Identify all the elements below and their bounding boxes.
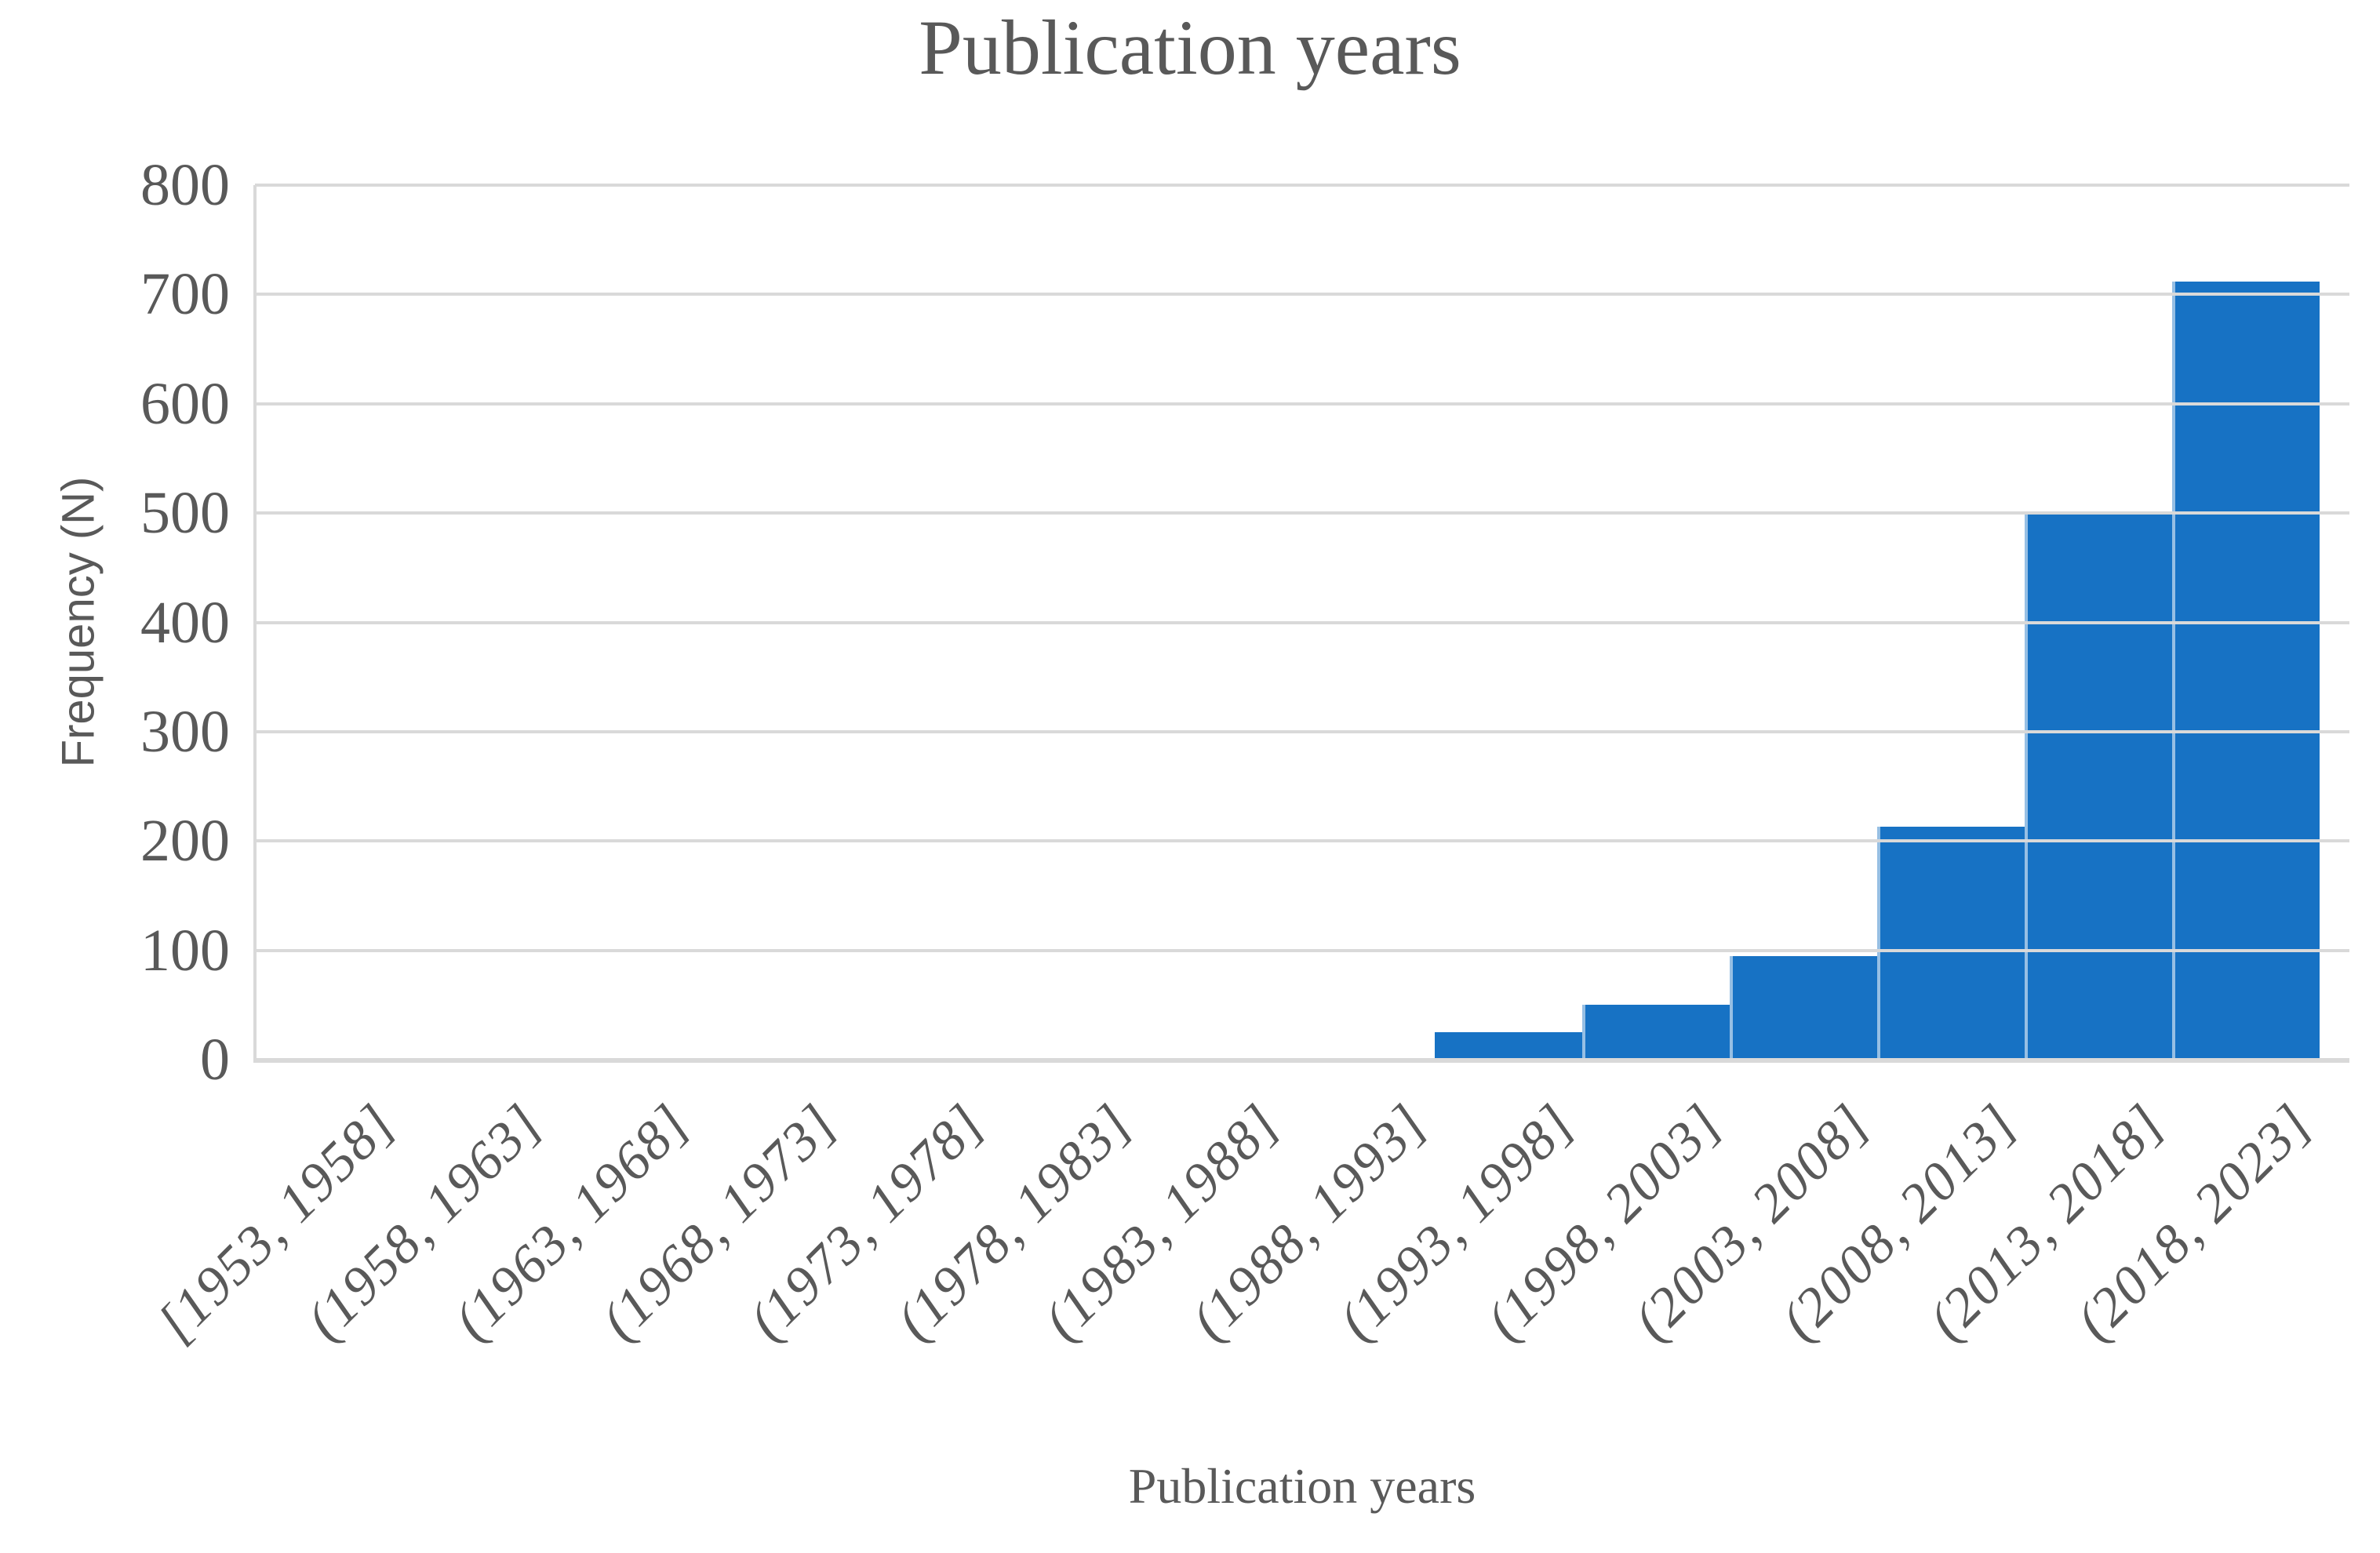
y-tick-label: 500 [140, 480, 230, 547]
gridline-y400 [255, 620, 2349, 624]
gridline-y300 [255, 729, 2349, 733]
y-tick-label: 600 [140, 370, 230, 437]
gridline-y500 [255, 511, 2349, 515]
y-tick-label: 200 [140, 808, 230, 875]
y-tick-label: 0 [200, 1027, 230, 1093]
bar-(2013, 2018] [2025, 513, 2172, 1060]
chart-title: Publication years [919, 4, 1461, 91]
y-tick-label: 400 [140, 589, 230, 656]
bar-(1998, 2003] [1582, 1005, 1730, 1060]
gridline-y600 [255, 402, 2349, 406]
y-tick-label: 700 [140, 261, 230, 328]
y-tick-label: 800 [140, 152, 230, 218]
y-axis-line [253, 185, 257, 1063]
bar-(2018, 2023] [2172, 281, 2320, 1060]
gridline-y200 [255, 839, 2349, 843]
y-tick-label: 100 [140, 917, 230, 984]
bar-(1993, 1998] [1435, 1032, 1582, 1060]
bar-(2008, 2013] [1877, 827, 2025, 1060]
y-tick-label: 300 [140, 698, 230, 765]
plot-area [255, 185, 2349, 1060]
gridline-y800 [255, 184, 2349, 187]
x-axis-title: Publication years [1128, 1458, 1476, 1514]
gridline-y0 [255, 1058, 2349, 1063]
gridline-y100 [255, 948, 2349, 952]
gridline-y700 [255, 293, 2349, 296]
bar-(2003, 2008] [1730, 955, 1877, 1060]
